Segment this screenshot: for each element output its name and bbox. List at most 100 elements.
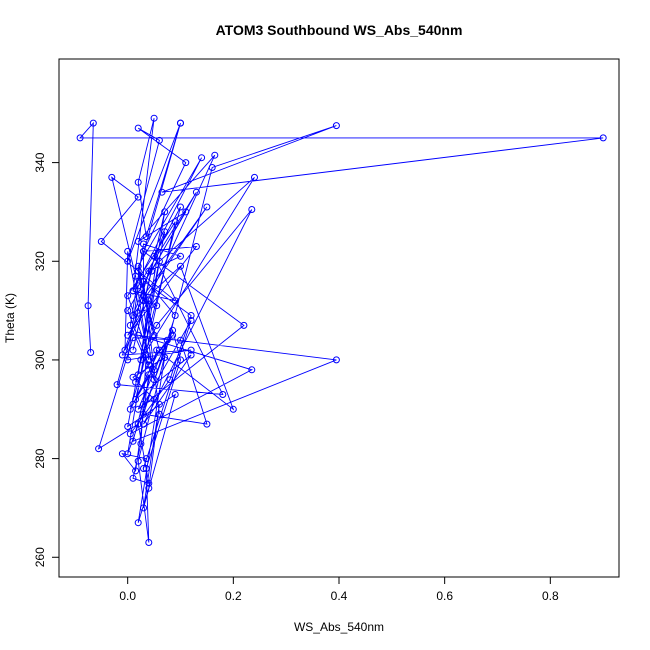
data-point <box>140 465 147 472</box>
data-point <box>187 346 195 354</box>
data-point <box>134 405 142 413</box>
data-point <box>332 356 340 364</box>
data-point <box>332 122 340 130</box>
data-point <box>134 124 142 132</box>
data-point <box>171 218 179 226</box>
data-point <box>137 356 145 364</box>
data-point <box>140 400 147 408</box>
data-point <box>124 257 132 265</box>
y-tick-label: 340 <box>33 152 47 172</box>
data-point <box>142 465 150 472</box>
data-point <box>126 430 134 438</box>
data-point <box>124 423 132 430</box>
data-point <box>129 474 137 482</box>
x-axis: 0.0 0.2 0.4 0.6 0.8 <box>119 577 559 603</box>
data-point <box>150 376 158 384</box>
data-point <box>134 371 142 379</box>
data-point <box>150 331 158 339</box>
data-point <box>248 366 256 374</box>
x-tick-label: 0.8 <box>542 589 559 603</box>
data-point <box>134 519 142 527</box>
data-point <box>150 395 158 403</box>
chart-title: ATOM3 Southbound WS_Abs_540nm <box>216 22 463 38</box>
y-tick-label: 260 <box>33 547 47 567</box>
data-point <box>177 119 184 127</box>
data-point <box>134 262 142 270</box>
data-point <box>177 252 184 260</box>
data-point <box>150 114 158 122</box>
data-point <box>124 331 132 339</box>
data-point <box>229 405 237 413</box>
data-point <box>158 188 166 196</box>
data-point <box>177 356 184 364</box>
data-point <box>87 349 95 356</box>
data-point <box>171 312 179 319</box>
data-point <box>240 321 248 329</box>
data-point <box>145 479 153 487</box>
data-point <box>124 450 132 458</box>
data-point <box>248 206 256 213</box>
data-point <box>150 366 158 374</box>
data-point <box>142 455 150 463</box>
data-point <box>203 203 211 211</box>
data-point <box>124 356 132 364</box>
y-tick-label: 320 <box>33 251 47 271</box>
data-point <box>161 228 169 236</box>
data-point <box>192 243 200 250</box>
y-axis-label: Theta (K) <box>3 293 17 343</box>
data-point <box>145 297 153 305</box>
data-point <box>150 252 158 260</box>
data-point <box>140 504 147 512</box>
data-point <box>84 302 92 310</box>
data-point <box>129 437 137 445</box>
data-point <box>134 193 142 201</box>
data-point <box>118 450 126 458</box>
data-point <box>124 247 132 255</box>
data-point <box>76 134 84 142</box>
x-axis-label: WS_Abs_540nm <box>294 620 384 634</box>
data-point <box>134 309 142 317</box>
data-point <box>155 400 163 408</box>
y-tick-label: 300 <box>33 350 47 370</box>
data-point <box>161 354 169 361</box>
data-point <box>169 331 177 339</box>
data-point <box>95 445 103 453</box>
data-point <box>211 151 219 159</box>
data-point <box>177 203 184 211</box>
data-point <box>108 173 116 181</box>
data-point <box>140 277 147 285</box>
data-point <box>198 154 206 162</box>
data-point <box>113 381 121 389</box>
data-point <box>166 376 174 384</box>
data-point <box>132 467 140 475</box>
data-point <box>599 134 607 142</box>
x-tick-label: 0.0 <box>119 589 136 603</box>
data-point <box>129 287 137 295</box>
data-point <box>145 267 153 275</box>
data-point <box>153 302 161 310</box>
data-point <box>145 356 153 364</box>
data-point <box>134 420 142 428</box>
data-point <box>134 457 142 465</box>
data-point <box>140 247 147 255</box>
data-point <box>155 136 163 144</box>
data-point <box>145 484 153 492</box>
data-point <box>161 208 169 216</box>
data-point <box>142 233 150 241</box>
data-point <box>153 346 161 354</box>
series-group <box>76 114 607 546</box>
data-point <box>155 410 163 418</box>
data-point <box>140 297 147 305</box>
data-point <box>121 346 129 354</box>
data-point <box>187 351 195 359</box>
data-point <box>155 346 163 354</box>
data-point <box>182 208 190 216</box>
data-point <box>177 336 184 344</box>
data-point <box>163 336 171 344</box>
data-point <box>137 440 145 448</box>
x-tick-label: 0.2 <box>225 589 242 603</box>
data-point <box>187 312 195 319</box>
data-point <box>145 539 153 546</box>
data-point <box>145 361 153 369</box>
